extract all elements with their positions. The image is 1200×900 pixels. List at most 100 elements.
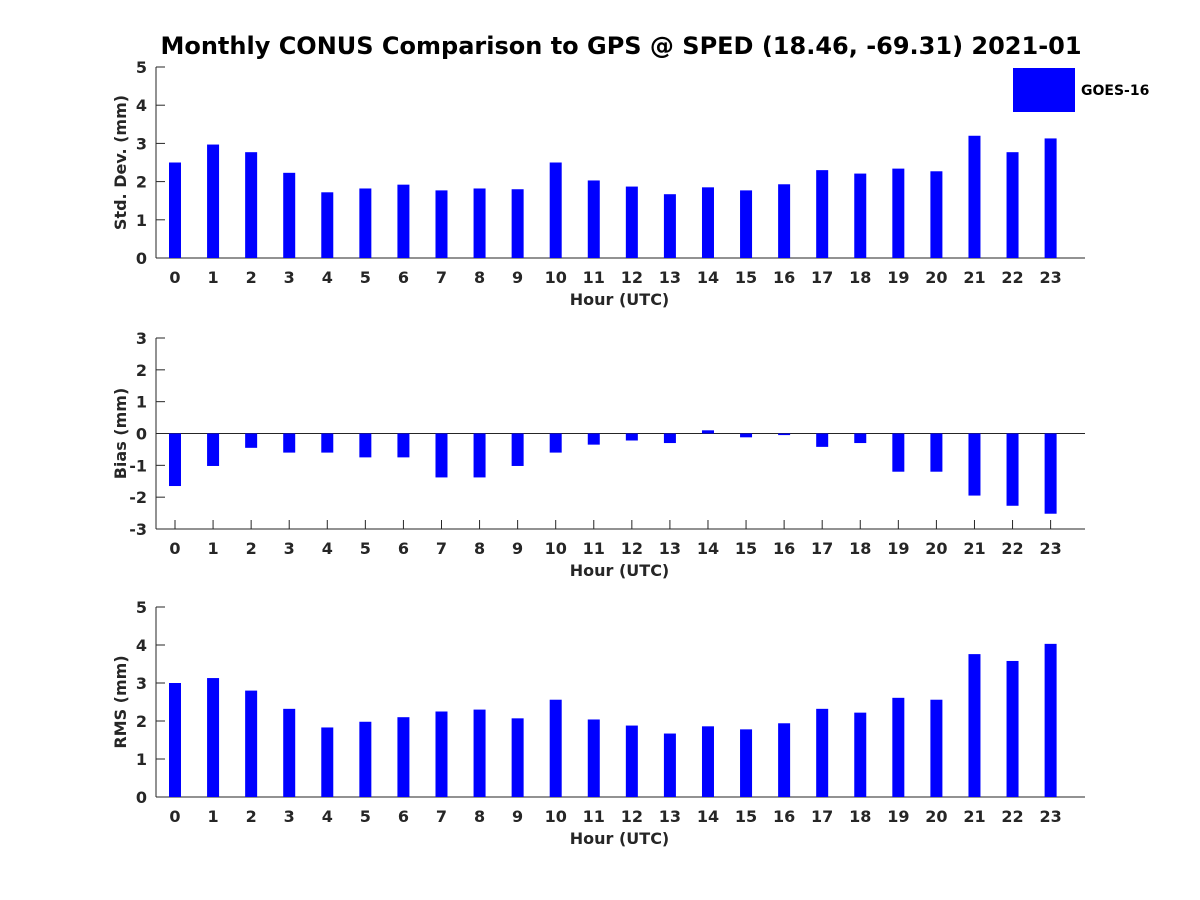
rms-bar-hour-9 [511,718,524,797]
stddev-x-tick-label: 7 [436,268,447,287]
bias-bar-hour-4 [321,433,334,453]
rms-x-tick-label: 11 [583,807,605,826]
stddev-x-tick-label: 9 [512,268,523,287]
legend-label: GOES-16 [1081,83,1149,99]
bias-x-tick-label: 22 [1001,539,1023,558]
legend: GOES-16 [1013,68,1149,112]
bias-y-axis-label: Bias (mm) [111,388,130,480]
stddev-bar-hour-18 [854,173,867,258]
rms-bar-hour-13 [663,733,676,797]
bias-x-tick-label: 0 [169,539,180,558]
stddev-bar-hour-20 [930,171,943,258]
stddev-x-tick-label: 0 [169,268,180,287]
bias-x-tick-label: 19 [887,539,909,558]
bias-y-tick-label: 0 [136,425,147,444]
rms-x-tick-label: 13 [659,807,681,826]
bias-bar-hour-12 [625,433,638,441]
bias-x-tick-label: 20 [925,539,947,558]
rms-bar-hour-23 [1044,643,1057,797]
stddev-bar-hour-4 [321,192,334,258]
rms-x-tick-label: 12 [621,807,643,826]
stddev-x-tick-label: 15 [735,268,757,287]
stddev-x-tick-label: 21 [963,268,985,287]
bias-x-tick-label: 1 [207,539,218,558]
bias-x-tick-label: 2 [246,539,257,558]
bias-bar-hour-11 [587,433,600,445]
rms-bar-hour-15 [740,729,753,797]
stddev-x-tick-label: 22 [1001,268,1023,287]
stddev-bar-hour-22 [1006,152,1019,258]
bias-y-tick-label: -1 [129,456,147,475]
bias-x-tick-label: 16 [773,539,795,558]
stddev-bar-hour-19 [892,168,905,258]
bias-x-tick-label: 10 [545,539,567,558]
bias-x-tick-label: 14 [697,539,719,558]
rms-x-tick-label: 1 [207,807,218,826]
rms-y-tick-label: 1 [136,750,147,769]
bias-bar-hour-17 [816,433,829,447]
stddev-x-tick-label: 8 [474,268,485,287]
stddev-bar-hour-17 [816,170,829,258]
bias-bar-hour-18 [854,433,867,444]
bias-x-tick-label: 12 [621,539,643,558]
bias-bar-hour-22 [1006,433,1019,506]
bias-bar-hour-10 [549,433,562,453]
bias-x-tick-label: 9 [512,539,523,558]
chart-title: Monthly CONUS Comparison to GPS @ SPED (… [160,32,1081,60]
rms-y-axis-label: RMS (mm) [111,655,130,748]
bias-x-tick-label: 13 [659,539,681,558]
rms-x-tick-label: 14 [697,807,719,826]
bias-bar-hour-14 [701,430,714,434]
bias-x-tick-label: 11 [583,539,605,558]
stddev-y-tick-label: 1 [136,211,147,230]
rms-y-tick-label: 2 [136,712,147,731]
stddev-y-axis-label: Std. Dev. (mm) [111,95,130,230]
rms-bar-hour-1 [207,678,220,797]
stddev-bar-hour-7 [435,190,448,258]
stddev-x-tick-label: 6 [398,268,409,287]
rms-y-tick-label: 5 [136,598,147,617]
bias-x-tick-label: 15 [735,539,757,558]
rms-bar-hour-7 [435,711,448,797]
bias-bar-hour-3 [283,433,296,453]
stddev-x-tick-label: 23 [1039,268,1061,287]
bias-bar-hour-0 [169,433,181,487]
stddev-bar-hour-11 [587,180,600,258]
stddev-y-tick-label: 3 [136,134,147,153]
bias-x-tick-label: 17 [811,539,833,558]
bias-x-tick-label: 4 [322,539,333,558]
stddev-x-tick-label: 18 [849,268,871,287]
rms-bar-hour-21 [968,654,981,797]
bias-bar-hour-9 [511,433,524,466]
stddev-bar-hour-21 [968,135,981,258]
rms-bar-hour-19 [892,697,905,797]
rms-bar-hour-3 [283,708,296,797]
rms-y-tick-label: 0 [136,788,147,807]
bias-bar-hour-5 [359,433,372,458]
bias-bar-hour-6 [397,433,410,458]
stddev-bar-hour-13 [663,194,676,258]
bias-y-tick-label: 2 [136,361,147,380]
bias-bar-hour-13 [663,433,676,444]
rms-x-tick-label: 7 [436,807,447,826]
bias-x-tick-label: 18 [849,539,871,558]
stddev-bar-hour-3 [283,172,296,258]
rms-bar-hour-20 [930,699,943,797]
stddev-bar-hour-10 [549,162,562,258]
stddev-bar-hour-2 [245,152,258,258]
rms-x-tick-label: 16 [773,807,795,826]
stddev-x-tick-label: 2 [246,268,257,287]
bias-y-tick-label: -3 [129,520,147,539]
rms-x-tick-label: 10 [545,807,567,826]
stddev-x-axis-label: Hour (UTC) [570,290,670,309]
stddev-y-tick-label: 5 [136,58,147,77]
stddev-x-tick-label: 11 [583,268,605,287]
legend-swatch [1013,68,1075,112]
rms-bar-hour-6 [397,717,410,797]
stddev-y-tick-label: 2 [136,173,147,192]
stddev-x-tick-label: 1 [207,268,218,287]
stddev-y-tick-label: 0 [136,249,147,268]
stddev-x-tick-label: 16 [773,268,795,287]
